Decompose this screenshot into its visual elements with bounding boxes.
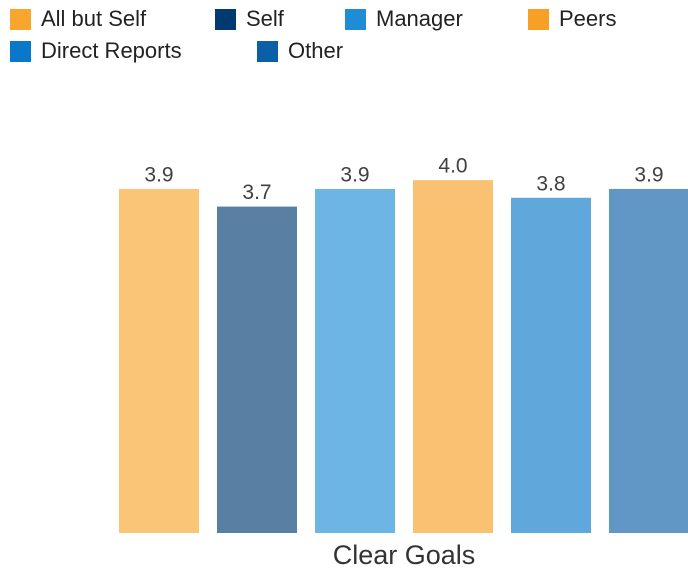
legend-text: Other xyxy=(288,38,343,63)
bar xyxy=(217,206,297,534)
bar xyxy=(609,188,688,533)
legend-text: Direct Reports xyxy=(41,38,182,63)
value-label: 3.9 xyxy=(144,163,173,186)
bar xyxy=(315,188,395,533)
legend-text: Manager xyxy=(376,6,463,31)
legend-text: All but Self xyxy=(41,6,147,31)
legend-swatch xyxy=(215,9,236,30)
legend-text: Self xyxy=(246,6,285,31)
value-label: 4.0 xyxy=(438,155,467,178)
legend-swatch xyxy=(10,9,31,30)
legend-swatch xyxy=(257,41,278,62)
bar xyxy=(511,197,591,533)
value-label: 3.7 xyxy=(242,181,271,204)
bar xyxy=(119,188,199,533)
legend-swatch xyxy=(345,9,366,30)
category-label: Clear Goals xyxy=(333,540,476,570)
bar xyxy=(413,180,493,533)
value-label: 3.8 xyxy=(536,172,565,195)
legend-swatch xyxy=(10,41,31,62)
legend-text: Peers xyxy=(559,6,616,31)
value-label: 3.9 xyxy=(634,163,663,186)
value-label: 3.9 xyxy=(340,163,369,186)
legend-swatch xyxy=(528,9,549,30)
